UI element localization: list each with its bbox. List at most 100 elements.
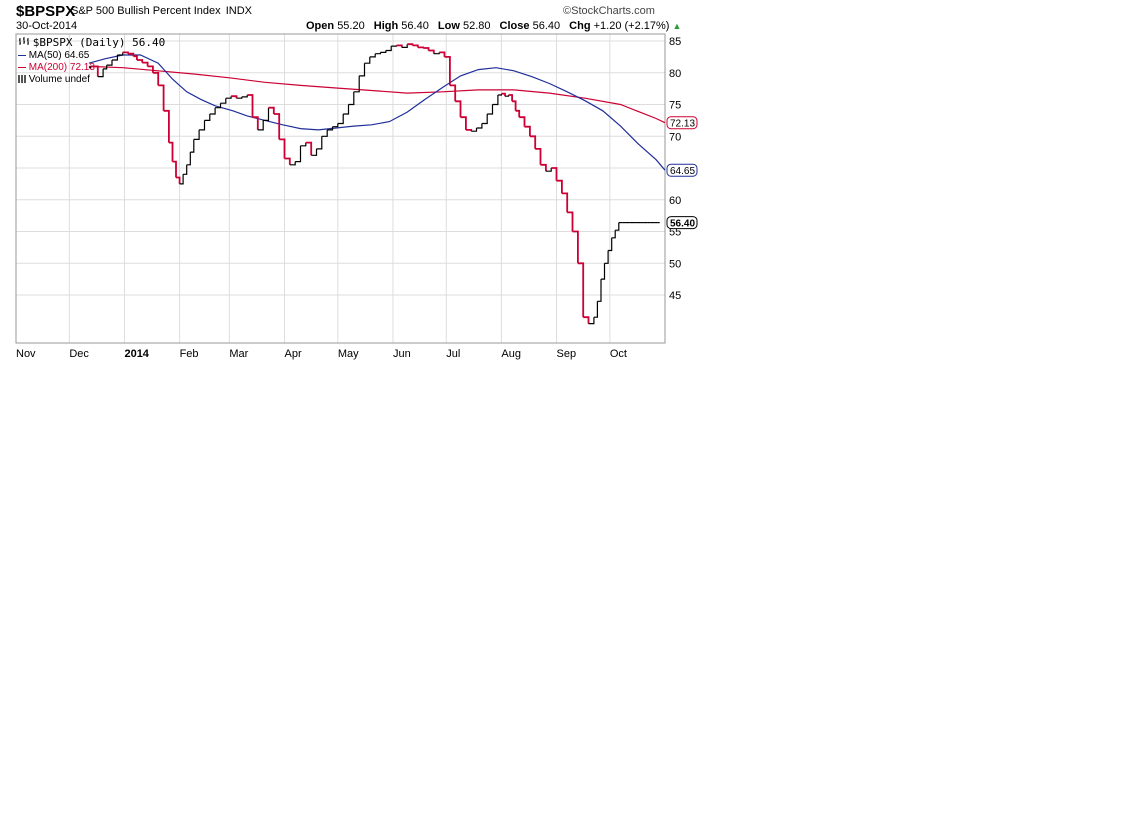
price-segment	[572, 230, 579, 264]
price-segment	[567, 211, 574, 232]
x-tick-label: May	[338, 348, 359, 360]
price-segment	[444, 56, 451, 86]
price-segment	[193, 129, 200, 140]
open-value: 55.20	[337, 20, 365, 32]
price-segment	[147, 65, 154, 73]
price-segment	[204, 114, 211, 121]
price-segment	[601, 263, 606, 280]
legend-ma50: MA(50) 64.65	[18, 50, 89, 61]
price-segment	[179, 174, 184, 185]
price-chart[interactable]: 455055606570758085NovDec2014FebMarAprMay…	[0, 0, 700, 370]
price-segment	[117, 52, 124, 56]
price-segment	[252, 116, 259, 130]
up-arrow-icon: ▲	[672, 21, 682, 31]
price-segment	[588, 317, 595, 325]
x-tick-label: Oct	[610, 348, 627, 360]
price-segment	[577, 262, 585, 318]
price-segment	[142, 61, 149, 67]
price-segment	[295, 145, 302, 163]
price-value-tag-box	[666, 216, 698, 230]
price-segment	[515, 109, 521, 118]
price-segment	[321, 129, 328, 137]
price-segment	[103, 65, 108, 70]
price-segment	[163, 109, 170, 143]
price-segment	[375, 52, 382, 55]
price-segment	[476, 123, 483, 129]
y-tick-label: 60	[669, 195, 681, 207]
price-segment	[152, 71, 160, 86]
x-tick-label: Nov	[16, 348, 36, 360]
x-tick-label: Sep	[557, 348, 577, 360]
price-segment	[423, 47, 430, 51]
x-tick-label: Aug	[501, 348, 521, 360]
price-segment	[122, 51, 129, 54]
x-tick-label: Jun	[393, 348, 411, 360]
price-segment	[220, 98, 227, 104]
plot-frame	[15, 33, 666, 344]
quote-line: Open 55.20 High 56.40 Low 52.80 Close 56…	[306, 20, 681, 32]
brand-watermark[interactable]: ©StockCharts.com	[563, 5, 655, 17]
price-segment	[316, 136, 323, 150]
price-segment	[268, 106, 275, 114]
price-segment	[348, 91, 355, 106]
price-segment	[492, 95, 499, 106]
price-segment	[519, 116, 526, 127]
price-segment	[455, 100, 462, 118]
ma50-value-tag: 64.65	[670, 166, 695, 177]
price-segment	[305, 141, 313, 156]
price-segment	[359, 63, 366, 77]
ma200-value-tag: 72.13	[670, 119, 695, 130]
y-tick-label: 45	[669, 290, 681, 302]
x-tick-label: Mar	[229, 348, 248, 360]
volume-bars-icon	[18, 75, 26, 84]
price-segment	[449, 84, 457, 102]
price-segment	[158, 84, 165, 111]
price-segment	[487, 104, 494, 115]
price-segment	[385, 46, 392, 52]
price-segment	[380, 50, 387, 53]
legend-price: $BPSPX (Daily) 56.40	[18, 36, 165, 49]
price-segment	[247, 94, 254, 118]
high-value: 56.40	[401, 20, 429, 32]
price-segment	[136, 59, 144, 63]
legend-volume: Volume undef	[18, 74, 90, 85]
price-segment	[209, 107, 216, 115]
exchange: INDX	[225, 5, 252, 17]
price-segment	[583, 316, 590, 324]
price-segment	[199, 120, 206, 131]
chg-value: +1.20 (+2.17%)	[593, 20, 670, 32]
x-tick-label: 2014	[124, 348, 149, 360]
price-segment	[97, 68, 104, 78]
series-layer	[88, 43, 666, 325]
price-segment	[428, 49, 435, 54]
price-segment	[597, 279, 602, 302]
price-segment	[311, 148, 318, 156]
price-segment	[391, 45, 398, 47]
price-segment	[284, 157, 291, 165]
price-segment	[471, 128, 478, 132]
ma200-value-tag-box	[666, 116, 698, 130]
ma200-line	[88, 65, 666, 124]
ma50-line-icon	[18, 54, 26, 56]
price-segment	[556, 179, 563, 194]
close-label: Close	[499, 20, 530, 32]
price-segment	[337, 114, 344, 125]
price-segment	[176, 176, 181, 184]
price-segment	[263, 107, 270, 121]
price-segment	[529, 135, 537, 149]
price-segment	[215, 103, 222, 109]
price-segment	[190, 139, 195, 153]
close-value: 56.40	[532, 20, 561, 32]
price-segment	[407, 43, 414, 46]
price-segment	[112, 55, 118, 61]
quote-date: 30-Oct-2014	[16, 20, 78, 32]
price-segment	[615, 222, 620, 231]
price-segment	[512, 100, 517, 111]
price-segment	[168, 141, 174, 162]
ma50-line	[88, 54, 666, 171]
price-segment	[412, 44, 419, 48]
y-tick-label: 55	[669, 227, 681, 239]
ma50-value-tag-box	[666, 163, 698, 177]
price-segment	[332, 123, 339, 128]
price-segment	[401, 44, 408, 48]
